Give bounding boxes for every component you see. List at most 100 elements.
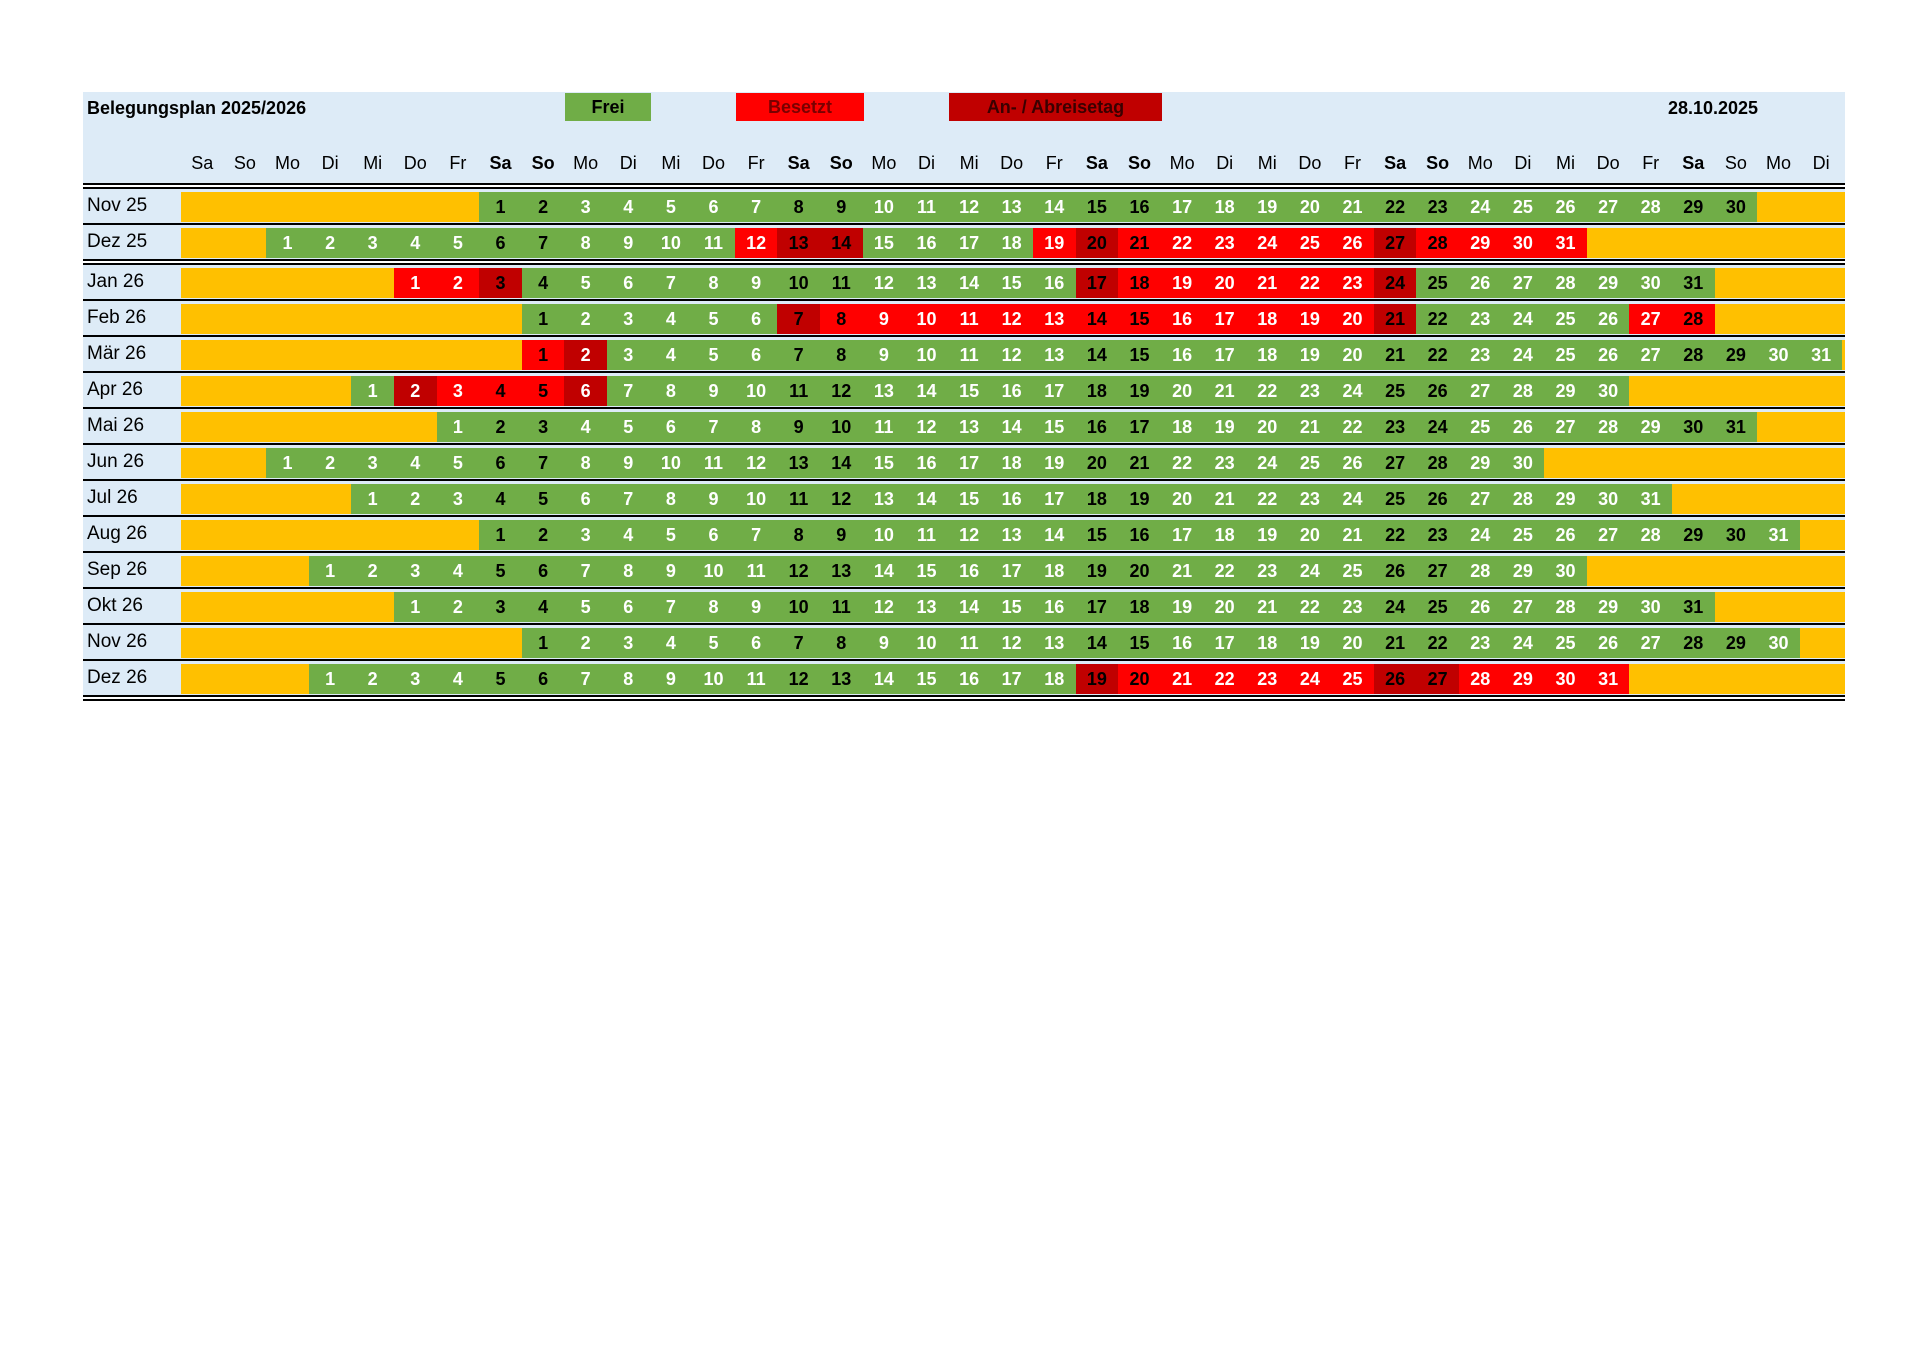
day-cell-free: 5: [479, 556, 522, 586]
weekday-label: Sa: [1085, 153, 1108, 173]
day-cell-free: 24: [1416, 412, 1459, 442]
weekday-label: Do: [1596, 153, 1620, 173]
day-cell-free: 26: [1459, 592, 1502, 622]
row-separator: [83, 443, 1845, 445]
day-cell-free: 11: [862, 412, 906, 442]
day-cell-free: 20: [1203, 592, 1246, 622]
day-cell-free: 3: [479, 592, 522, 622]
day-cell-free: 4: [649, 628, 693, 658]
day-cell-free: 12: [947, 192, 991, 222]
day-cell-busy: 21: [1160, 664, 1204, 694]
day-cell-busy: 20: [1331, 304, 1374, 334]
day-cell-free: 18: [1075, 484, 1119, 514]
day-cell-busy: 28: [1416, 228, 1459, 258]
day-cell-free: 24: [1373, 592, 1417, 622]
day-cell-free: 25: [1501, 192, 1545, 222]
day-cell-free: 14: [905, 376, 948, 406]
weekday-label: So: [829, 153, 853, 173]
day-cell-free: 31: [1714, 412, 1758, 442]
day-cell-busy: 18: [1118, 268, 1161, 298]
day-cell-free: 23: [1459, 628, 1502, 658]
day-cell-busy: 10: [905, 304, 948, 334]
day-cell-free: 16: [1160, 628, 1204, 658]
day-cell-free: 20: [1075, 448, 1119, 478]
weekday-label: So: [1724, 153, 1747, 173]
day-cell-free: 4: [436, 664, 480, 694]
day-cell-busy: 18: [1246, 304, 1289, 334]
day-cell-arrival-departure: 24: [1373, 268, 1417, 298]
day-cell-free: 11: [820, 268, 863, 298]
day-cell-busy: 14: [1075, 304, 1119, 334]
day-cell-free: 26: [1416, 484, 1459, 514]
day-cell-free: 28: [1672, 340, 1715, 370]
month-label: Jul 26: [87, 487, 138, 508]
day-cell-free: 7: [521, 448, 565, 478]
day-cell-free: 6: [479, 448, 522, 478]
day-cell-busy: 28: [1459, 664, 1502, 694]
day-cell-free: 8: [649, 376, 693, 406]
day-cell-free: 8: [820, 628, 863, 658]
day-cell-arrival-departure: 14: [820, 228, 863, 258]
day-cell-free: 25: [1288, 448, 1332, 478]
day-cell-free: 27: [1459, 484, 1502, 514]
day-cell-free: 9: [692, 484, 735, 514]
day-cell-free: 21: [1331, 520, 1374, 550]
day-cell-free: 26: [1373, 556, 1417, 586]
day-cell-free: 21: [1373, 340, 1417, 370]
row-separator: [83, 659, 1845, 661]
day-cell-free: 7: [734, 520, 778, 550]
day-cell-free: 8: [734, 412, 778, 442]
day-cell-free: 21: [1288, 412, 1332, 442]
day-cell-free: 20: [1331, 628, 1374, 658]
day-cell-busy: 5: [521, 376, 565, 406]
day-cell-free: 2: [394, 484, 437, 514]
day-cell-free: 17: [1160, 192, 1204, 222]
legend-free: Frei: [565, 93, 651, 121]
day-cell-busy: 22: [1160, 228, 1204, 258]
row-separator: [83, 407, 1845, 409]
day-cell-busy: 22: [1203, 664, 1246, 694]
day-cell-free: 7: [649, 268, 693, 298]
day-cell-free: 10: [777, 592, 820, 622]
day-cell-free: 6: [734, 340, 778, 370]
day-cell-free: 13: [820, 556, 863, 586]
day-cell-free: 11: [905, 520, 948, 550]
day-cell-free: 5: [692, 340, 735, 370]
day-cell-free: 30: [1714, 192, 1758, 222]
day-cell-free: 25: [1373, 376, 1417, 406]
day-cell-free: 29: [1672, 192, 1715, 222]
day-cell-free: 11: [692, 448, 735, 478]
day-cell-free: 13: [820, 664, 863, 694]
row-separator: [83, 515, 1845, 517]
month-label: Okt 26: [87, 595, 143, 616]
day-cell-busy: 28: [1672, 304, 1715, 334]
weekday-label: Fr: [1343, 153, 1361, 173]
day-cell-free: 15: [1118, 340, 1161, 370]
day-cell-free: 7: [649, 592, 693, 622]
day-strip: 1 2 3 4 5 6 7 8 9 10 11 12 13 14 15 16 17 18 19 20 21 22 23 24 2…: [181, 556, 1845, 586]
day-strip: 1 2 3 4 5 6 7 8 9 10 11 12 13 14 15 16 17 18 19 20 21 22 23 24 2…: [181, 592, 1845, 622]
day-cell-free: 31: [1629, 484, 1672, 514]
day-cell-busy: 30: [1501, 228, 1545, 258]
day-cell-busy: 16: [1160, 304, 1204, 334]
weekday-label: Mi: [1257, 153, 1277, 173]
day-cell-free: 16: [990, 484, 1033, 514]
day-cell-free: 25: [1544, 340, 1587, 370]
month-label: Apr 26: [87, 379, 143, 400]
day-cell-free: 30: [1629, 592, 1672, 622]
day-cell-busy: 1: [394, 268, 437, 298]
day-cell-free: 11: [820, 592, 863, 622]
day-cell-free: 5: [564, 268, 607, 298]
day-cell-free: 5: [479, 664, 522, 694]
day-cell-free: 6: [607, 268, 650, 298]
day-cell-free: 22: [1246, 484, 1289, 514]
month-rows: Nov 25 1 2 3 4 5 6 7 8 9 10 11 12 13 14 15 16 17 18 19 20 21 2…: [83, 189, 1845, 695]
row-separator: [83, 371, 1845, 373]
day-cell-busy: 1: [521, 340, 565, 370]
day-cell-free: 2: [351, 556, 394, 586]
day-cell-free: 6: [649, 412, 693, 442]
day-cell-free: 11: [734, 556, 778, 586]
day-cell-free: 2: [308, 228, 352, 258]
day-cell-free: 6: [734, 304, 778, 334]
day-cell-free: 29: [1459, 448, 1502, 478]
